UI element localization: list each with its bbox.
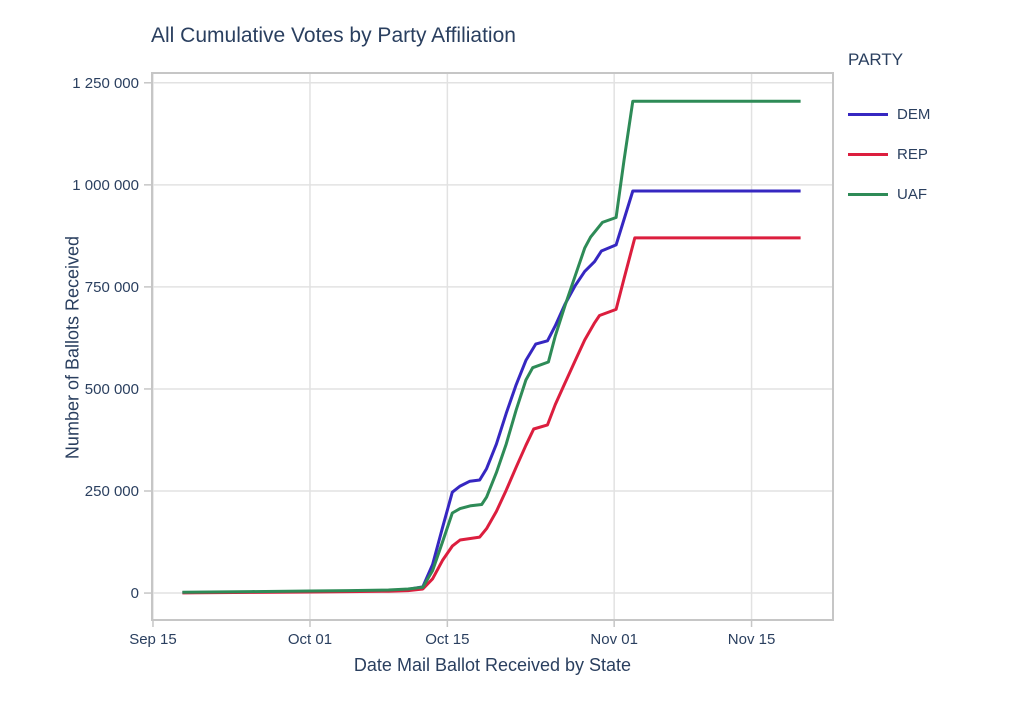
legend-line-swatch xyxy=(848,192,888,196)
y-tick-label: 1 250 000 xyxy=(72,75,139,92)
y-tick-label: 0 xyxy=(131,585,139,602)
y-tick-label: 250 000 xyxy=(85,483,139,500)
y-axis-title: Number of Ballots Received xyxy=(62,235,83,460)
legend-items: DEM REP UAF xyxy=(848,94,930,214)
x-tick-label: Oct 01 xyxy=(288,631,332,648)
x-tick-label: Nov 01 xyxy=(590,631,638,648)
legend-title: PARTY xyxy=(848,50,904,69)
legend-item-label: DEM xyxy=(897,105,931,123)
chart-title: All Cumulative Votes by Party Affiliatio… xyxy=(151,24,516,47)
legend-line-swatch xyxy=(848,152,888,156)
legend: PARTY DEM REP UAF xyxy=(848,50,930,214)
y-tick-label: 1 000 000 xyxy=(72,177,139,194)
legend-item-rep[interactable]: REP xyxy=(848,134,930,174)
series-line-rep[interactable] xyxy=(182,236,801,595)
legend-item-label: REP xyxy=(897,145,928,163)
x-tick-label: Oct 15 xyxy=(425,631,469,648)
y-tick-label: 500 000 xyxy=(85,381,139,398)
legend-item-uaf[interactable]: UAF xyxy=(848,174,930,214)
legend-item-dem[interactable]: DEM xyxy=(848,94,930,134)
series-line-dem[interactable] xyxy=(182,189,801,595)
legend-line-swatch xyxy=(848,112,888,116)
x-tick-label: Sep 15 xyxy=(129,631,177,648)
legend-item-label: UAF xyxy=(897,185,927,203)
y-tick-label: 750 000 xyxy=(85,279,139,296)
x-axis-title: Date Mail Ballot Received by State xyxy=(353,655,632,675)
plot-border xyxy=(151,72,834,621)
x-tick-label: Nov 15 xyxy=(728,631,776,648)
series-line-uaf[interactable] xyxy=(182,99,801,594)
